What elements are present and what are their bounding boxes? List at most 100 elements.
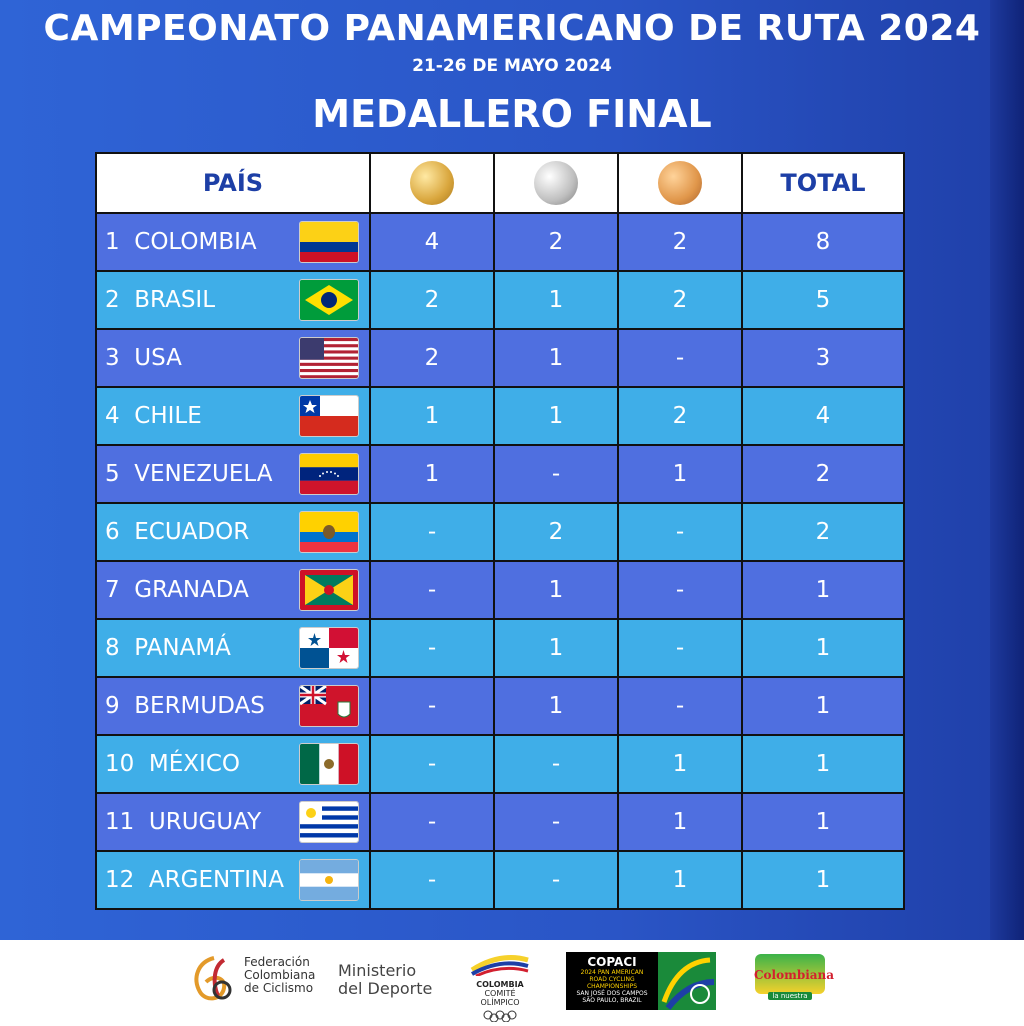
ministerio-logo: Ministerio del Deporte bbox=[338, 962, 432, 998]
silver-count: 1 bbox=[493, 328, 619, 388]
event-dates: 21-26 DE MAYO 2024 bbox=[412, 56, 612, 76]
header-gold bbox=[369, 152, 495, 214]
copaci-sub-3: CHAMPIONSHIPS bbox=[586, 983, 638, 990]
gold-count: - bbox=[369, 560, 495, 620]
silver-count: - bbox=[493, 734, 619, 794]
country-label: 4 CHILE bbox=[105, 403, 202, 429]
coc-logo: COLOMBIA COMITÉ OLÍMPICO bbox=[468, 952, 532, 1023]
country-name: BRASIL bbox=[134, 287, 216, 313]
bronze-count: 2 bbox=[617, 386, 743, 446]
rank: 6 bbox=[105, 519, 120, 545]
table-body: 1 COLOMBIA 4 2 2 8 2 BRASIL 2 1 2 5 3 USA 2 1-3 4 CHI… bbox=[95, 212, 905, 910]
table-row: 8 PANAMÁ -1-1 bbox=[95, 618, 905, 678]
country-name: GRANADA bbox=[134, 577, 249, 603]
copaci-sub-4: SAN JOSÉ DOS CAMPOS bbox=[576, 990, 648, 997]
bronze-count: 1 bbox=[617, 444, 743, 504]
country-cell: 7 GRANADA bbox=[95, 560, 371, 620]
country-label: 1 COLOMBIA bbox=[105, 229, 257, 255]
colombiana-tag: la nuestra bbox=[768, 992, 812, 1000]
table-row: 12 ARGENTINA - -1 1 bbox=[95, 850, 905, 910]
copaci-title: COPACI bbox=[587, 955, 637, 969]
sponsor-footer: Federación Colombiana de Ciclismo Minist… bbox=[0, 940, 1024, 1024]
silver-count: 1 bbox=[493, 676, 619, 736]
total-count: 1 bbox=[741, 560, 905, 620]
copaci-sub-2: ROAD CYCLING bbox=[589, 976, 635, 983]
rank: 7 bbox=[105, 577, 120, 603]
copaci-map-icon bbox=[658, 952, 716, 1010]
country-label: 7 GRANADA bbox=[105, 577, 249, 603]
country-name: CHILE bbox=[134, 403, 202, 429]
total-count: 1 bbox=[741, 676, 905, 736]
copaci-text-block: COPACI 2024 PAN AMERICAN ROAD CYCLING CH… bbox=[566, 952, 658, 1010]
rank: 3 bbox=[105, 345, 120, 371]
country-name: COLOMBIA bbox=[134, 229, 257, 255]
coc-line-1: COLOMBIA bbox=[476, 980, 524, 989]
gold-count: 2 bbox=[369, 328, 495, 388]
colombiana-word: Colombiana bbox=[754, 968, 835, 982]
country-cell: 2 BRASIL bbox=[95, 270, 371, 330]
table-row: 2 BRASIL 2 1 2 5 bbox=[95, 270, 905, 330]
copaci-sub-1: 2024 PAN AMERICAN bbox=[580, 969, 644, 976]
colombia-flag-icon bbox=[299, 221, 359, 263]
country-cell: 6 ECUADOR bbox=[95, 502, 371, 562]
bronze-count: 2 bbox=[617, 270, 743, 330]
panama-flag-icon bbox=[299, 627, 359, 669]
section-heading: MEDALLERO FINAL bbox=[312, 92, 712, 136]
country-label: 3 USA bbox=[105, 345, 182, 371]
brazil-flag-icon bbox=[299, 279, 359, 321]
country-label: 2 BRASIL bbox=[105, 287, 215, 313]
country-name: VENEZUELA bbox=[134, 461, 273, 487]
total-count: 2 bbox=[741, 502, 905, 562]
silver-count: 2 bbox=[493, 212, 619, 272]
table-row: 6 ECUADOR -2-2 bbox=[95, 502, 905, 562]
header-country: PAÍS bbox=[95, 152, 371, 214]
gold-count: - bbox=[369, 734, 495, 794]
fcc-logo-text: Federación Colombiana de Ciclismo bbox=[244, 956, 315, 995]
silver-count: 1 bbox=[493, 560, 619, 620]
country-label: 5 VENEZUELA bbox=[105, 461, 272, 487]
coc-line-2: COMITÉ OLÍMPICO bbox=[480, 989, 520, 1007]
rank: 11 bbox=[105, 809, 135, 835]
gold-count: - bbox=[369, 502, 495, 562]
gold-count: 4 bbox=[369, 212, 495, 272]
fcc-line-1: Federación bbox=[244, 955, 310, 969]
copaci-sub-5: SÃO PAULO, BRAZIL bbox=[582, 997, 642, 1004]
country-cell: 8 PANAMÁ bbox=[95, 618, 371, 678]
ministerio-line-1: Ministerio bbox=[338, 961, 417, 980]
silver-count: 1 bbox=[493, 270, 619, 330]
table-row: 7 GRANADA -1-1 bbox=[95, 560, 905, 620]
country-cell: 4 CHILE bbox=[95, 386, 371, 446]
country-cell: 3 USA bbox=[95, 328, 371, 388]
rank: 8 bbox=[105, 635, 120, 661]
silver-count: - bbox=[493, 850, 619, 910]
argentina-flag-icon bbox=[299, 859, 359, 901]
fcc-line-3: de Ciclismo bbox=[244, 981, 314, 995]
rank: 1 bbox=[105, 229, 120, 255]
gold-count: - bbox=[369, 618, 495, 678]
mexico-flag-icon bbox=[299, 743, 359, 785]
total-count: 1 bbox=[741, 618, 905, 678]
bermuda-flag-icon bbox=[299, 685, 359, 727]
coc-flag-icon bbox=[470, 955, 529, 978]
rank: 9 bbox=[105, 693, 120, 719]
country-cell: 12 ARGENTINA bbox=[95, 850, 371, 910]
table-row: 9 BERMUDAS -1-1 bbox=[95, 676, 905, 736]
total-count: 8 bbox=[741, 212, 905, 272]
bronze-count: - bbox=[617, 560, 743, 620]
total-count: 1 bbox=[741, 734, 905, 794]
bronze-count: - bbox=[617, 676, 743, 736]
ministerio-line-2: del Deporte bbox=[338, 979, 433, 998]
bronze-count: 1 bbox=[617, 850, 743, 910]
silver-medal-icon bbox=[534, 161, 578, 205]
venezuela-flag-icon bbox=[299, 453, 359, 495]
country-name: URUGUAY bbox=[148, 809, 262, 835]
silver-count: 1 bbox=[493, 386, 619, 446]
table-row: 3 USA 2 1-3 bbox=[95, 328, 905, 388]
country-label: 6 ECUADOR bbox=[105, 519, 249, 545]
fcc-logo-icon bbox=[194, 956, 232, 1001]
rank: 12 bbox=[105, 867, 135, 893]
gold-count: 2 bbox=[369, 270, 495, 330]
rank: 4 bbox=[105, 403, 120, 429]
olympic-rings-icon bbox=[483, 1010, 517, 1023]
total-count: 5 bbox=[741, 270, 905, 330]
